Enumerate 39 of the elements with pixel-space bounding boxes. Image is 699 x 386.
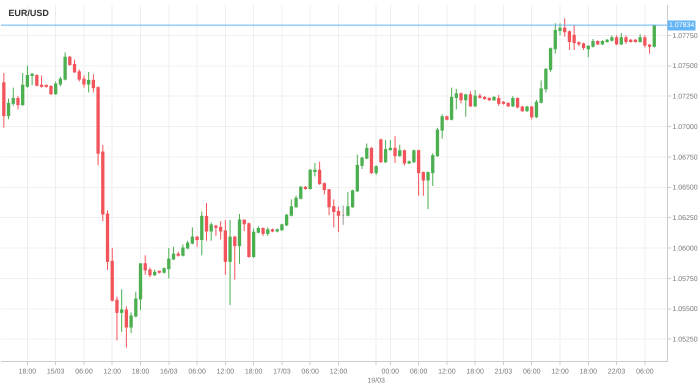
candlestick xyxy=(210,222,213,242)
candlestick xyxy=(652,24,656,48)
candlestick xyxy=(374,164,378,176)
candlestick xyxy=(120,288,124,332)
candlestick xyxy=(638,34,642,44)
candlestick xyxy=(200,211,204,256)
candlestick xyxy=(176,251,180,258)
candlestick xyxy=(266,226,270,236)
candlestick xyxy=(158,270,162,274)
candlestick xyxy=(511,96,515,108)
candlestick xyxy=(614,34,618,46)
candlestick xyxy=(468,90,472,108)
candlestick xyxy=(87,71,90,93)
candlestick xyxy=(525,105,529,112)
candlestick xyxy=(393,136,397,164)
candlestick xyxy=(445,115,449,121)
candlestick xyxy=(2,72,6,128)
candlestick xyxy=(620,32,623,46)
candlestick xyxy=(204,202,208,242)
candlestick xyxy=(228,220,232,306)
candlestick xyxy=(16,96,20,110)
candlestick xyxy=(402,149,406,166)
chart-title: EUR/USD xyxy=(8,8,50,18)
candlestick xyxy=(342,204,345,226)
candlestick xyxy=(596,40,600,46)
candlestick xyxy=(124,306,128,348)
candlestick xyxy=(474,90,477,108)
candlestick xyxy=(233,235,236,280)
candlestick xyxy=(238,213,242,264)
candlestick xyxy=(195,235,199,248)
candlestick xyxy=(459,92,463,104)
candlestick xyxy=(261,226,265,236)
candlestick xyxy=(530,105,534,120)
candlestick xyxy=(370,146,374,174)
candlestick xyxy=(464,93,468,118)
candlestick xyxy=(379,138,383,164)
candlestick xyxy=(398,144,402,158)
candlestick xyxy=(153,269,156,276)
candlestick xyxy=(492,96,496,102)
